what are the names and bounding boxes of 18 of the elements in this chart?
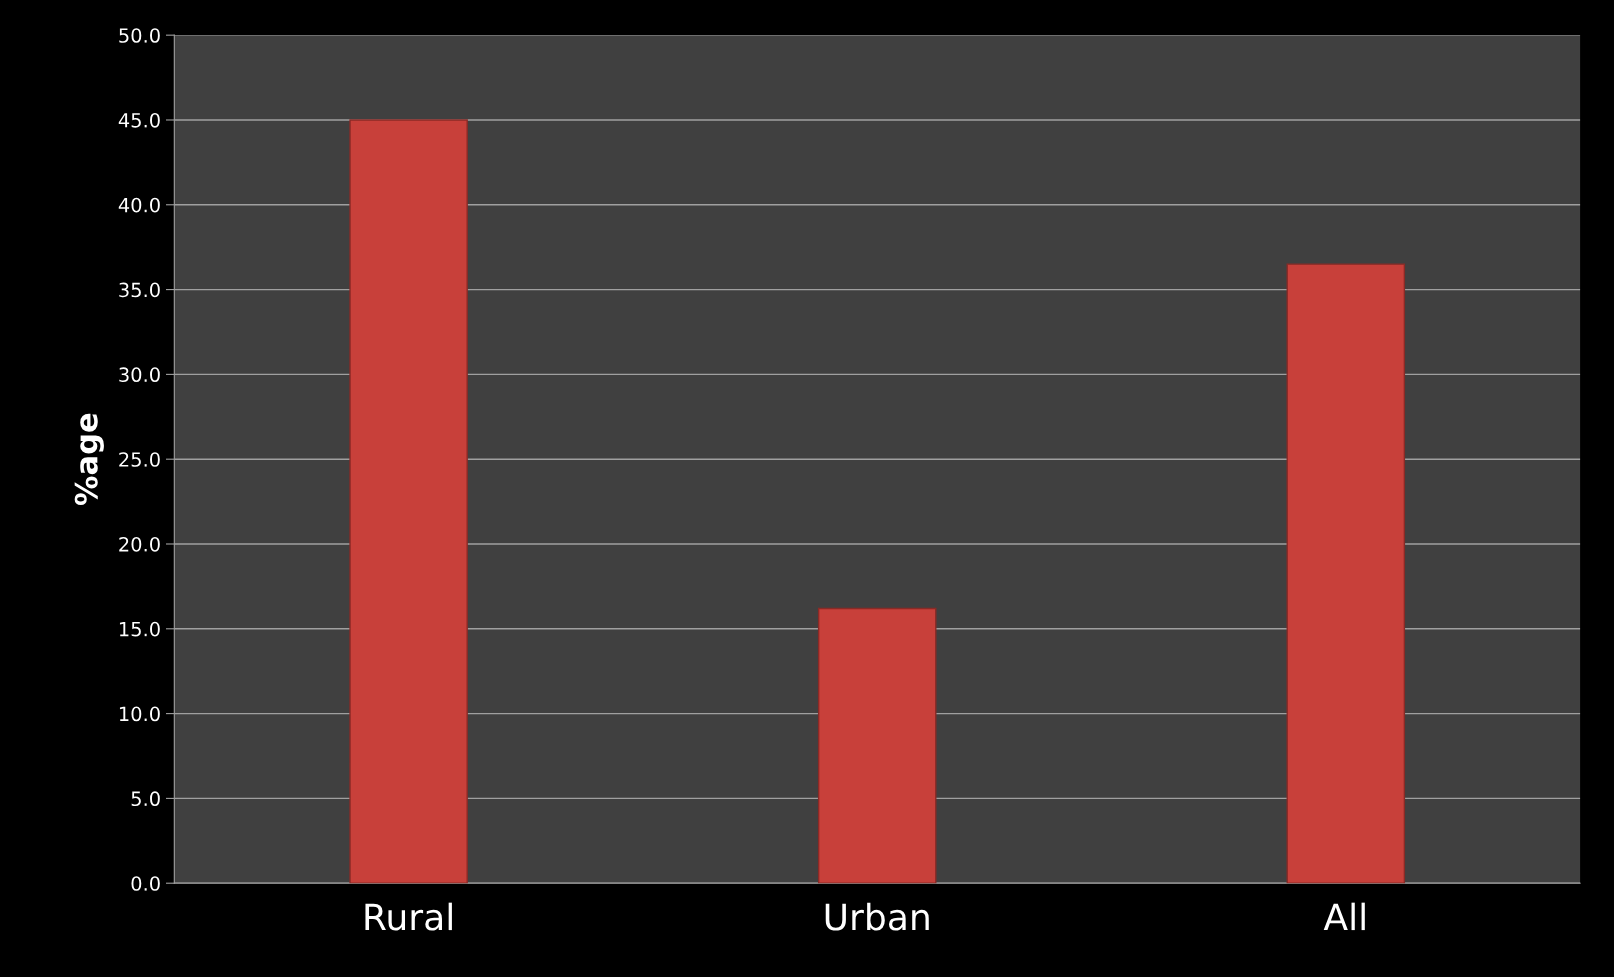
y-tick-label: 45.0 [118, 112, 160, 128]
y-tick-label: 5.0 [131, 791, 160, 807]
y-tick-label: 35.0 [119, 282, 160, 298]
y-tick-label: 25.0 [119, 452, 160, 467]
y-tick-label: 15.0 [119, 621, 160, 637]
bar [817, 607, 937, 884]
y-tick-label: 30.0 [119, 367, 160, 383]
bar [1286, 263, 1406, 884]
y-tick-label: 0.0 [131, 876, 160, 891]
x-tick-label: All [1323, 902, 1365, 931]
x-tick-label: Urban [825, 902, 929, 931]
bar [349, 119, 468, 884]
y-tick-label: 40.0 [118, 197, 160, 213]
y-tick-label: 10.0 [119, 706, 160, 722]
x-tick-label: Rural [365, 902, 452, 931]
y-tick-label: 20.0 [119, 536, 160, 552]
y-axis-title: %age [74, 413, 104, 506]
y-tick-label: 50.0 [119, 28, 160, 43]
